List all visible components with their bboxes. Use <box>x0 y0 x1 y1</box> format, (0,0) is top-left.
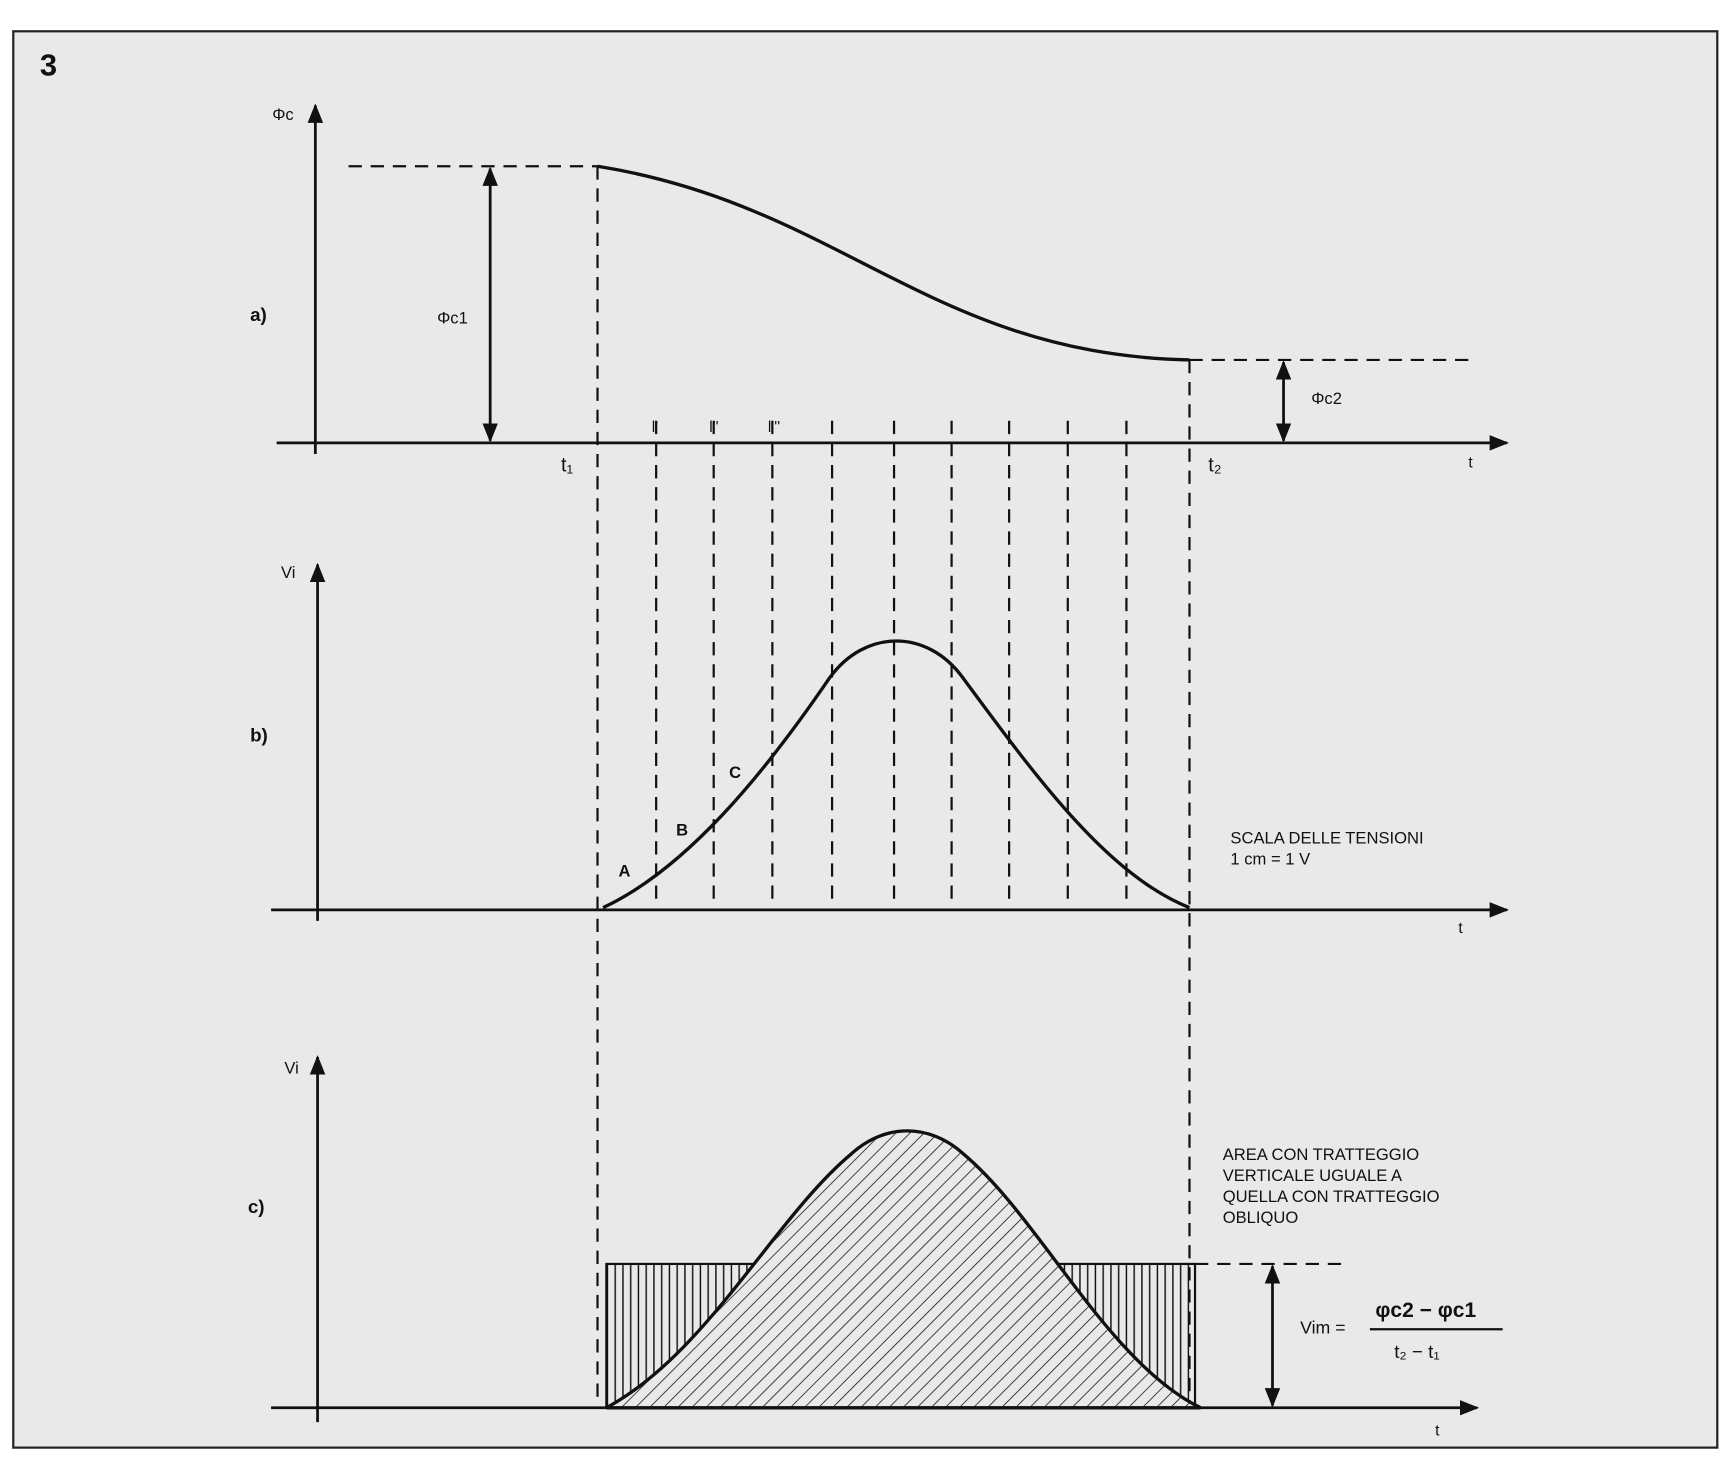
note: QUELLA CON TRATTEGGIO <box>1223 1187 1440 1206</box>
note: AREA CON TRATTEGGIO <box>1223 1145 1420 1164</box>
point-label: A <box>619 862 631 881</box>
label: Φc1 <box>437 308 468 327</box>
note: OBLIQUO <box>1223 1208 1299 1227</box>
formula-lhs: Vim = <box>1300 1318 1345 1338</box>
x-axis-label: t <box>1468 454 1473 471</box>
panel-label: c) <box>248 1196 265 1217</box>
label: Φc2 <box>1311 389 1342 408</box>
point-label: C <box>729 763 741 782</box>
label: l' <box>652 419 658 436</box>
panel-c: Vi c) AREA CON TRATTEGGIO VERTICALE UGUA… <box>248 1055 1503 1439</box>
y-axis-label: Vi <box>284 1059 298 1078</box>
x-axis-label: t <box>1458 920 1463 937</box>
label: t₁ <box>561 455 574 477</box>
y-axis-label: Φc <box>272 105 294 124</box>
note: VERTICALE UGUALE A <box>1223 1166 1403 1185</box>
panel-a: Φc a) Φc1 Φc2 t₁ t₂ t l' l'' l''' <box>250 103 1509 477</box>
panel-label: a) <box>250 304 267 325</box>
voltage-curve <box>602 639 1191 910</box>
flux-curve <box>597 164 1190 362</box>
x-axis-label: t <box>1435 1422 1440 1439</box>
formula-numerator: φc2 − φc1 <box>1375 1299 1476 1322</box>
voltage-area <box>605 1129 1202 1410</box>
guides <box>596 166 1191 1406</box>
figure-number: 3 <box>40 48 57 83</box>
point-label: B <box>676 821 688 840</box>
note: SCALA DELLE TENSIONI <box>1230 828 1423 847</box>
label: t₂ <box>1208 455 1221 477</box>
formula-denominator: t₂ − t₁ <box>1394 1341 1440 1362</box>
panel-b: Vi b) A B C SCALA DELLE TENSIONI 1 cm = … <box>250 562 1509 937</box>
y-axis-label: Vi <box>281 563 295 582</box>
panel-label: b) <box>250 725 268 746</box>
label: l''' <box>768 419 780 436</box>
note: 1 cm = 1 V <box>1230 849 1310 868</box>
